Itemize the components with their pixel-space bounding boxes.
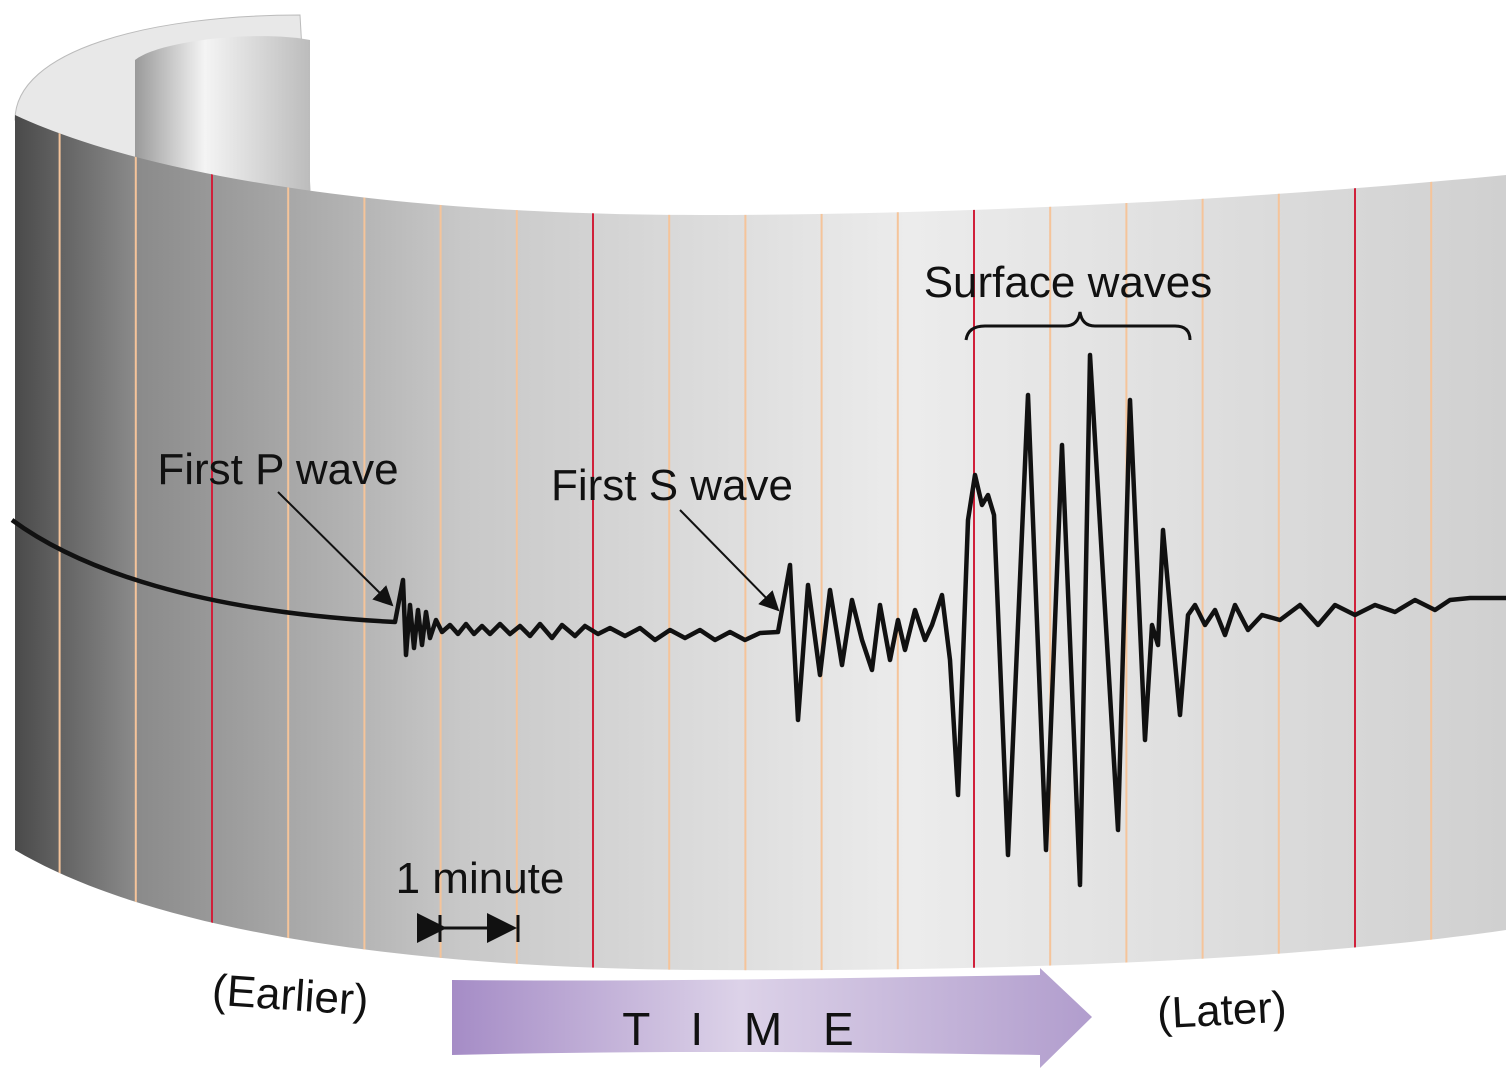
- paper: [15, 115, 1506, 971]
- surface-brace: [964, 311, 1192, 341]
- p-wave-pointer: [277, 491, 394, 607]
- time-label: T I M E: [622, 1003, 867, 1055]
- minute-scale: [417, 913, 520, 943]
- earlier-label: (Earlier): [211, 966, 370, 1026]
- s-wave-pointer: [679, 509, 780, 612]
- s-wave-label: First S wave: [551, 461, 793, 510]
- time-arrow: [452, 968, 1092, 1068]
- minute-label: 1 minute: [396, 854, 565, 903]
- surface-waves-label: Surface waves: [924, 258, 1213, 307]
- p-wave-label: First P wave: [157, 445, 398, 494]
- paper-roll: [14, 14, 311, 195]
- seismogram-trace: [10, 352, 1506, 888]
- later-label: (Later): [1156, 983, 1288, 1039]
